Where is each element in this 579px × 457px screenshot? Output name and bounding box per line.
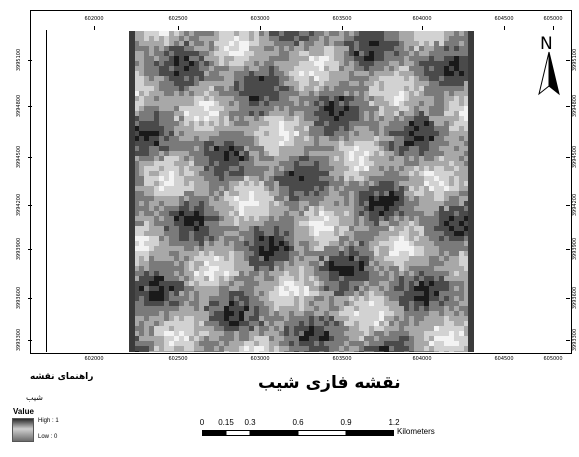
scale-unit: Kilometers xyxy=(397,427,435,436)
scale-bar-label: 0.6 xyxy=(292,418,304,427)
scale-bar-segment xyxy=(249,430,299,436)
scale-bar-label: 0.3 xyxy=(244,418,256,427)
x-tick-label-bottom: 603500 xyxy=(332,356,352,362)
y-tick-label-left: 3994800 xyxy=(16,94,22,118)
legend-title: راهنمای نقشه xyxy=(30,372,94,382)
north-arrow-icon xyxy=(538,51,560,96)
y-tick-label-left: 3993300 xyxy=(16,328,22,352)
slope-fuzzy-raster xyxy=(129,31,474,352)
y-tick-label-right: 3993900 xyxy=(572,237,578,261)
raster-edge xyxy=(129,31,135,352)
x-tick-mark xyxy=(422,26,423,30)
legend-high-label: High : 1 xyxy=(38,418,59,424)
y-tick-mark xyxy=(566,205,570,206)
x-tick-mark xyxy=(260,26,261,30)
y-tick-mark xyxy=(28,249,32,250)
x-tick-label-top: 602500 xyxy=(168,16,188,22)
scale-bar-label: 0.15 xyxy=(218,418,234,427)
x-tick-mark xyxy=(504,26,505,30)
x-tick-label-bottom: 604000 xyxy=(412,356,432,362)
y-tick-label-right: 3994500 xyxy=(572,145,578,169)
y-tick-label-left: 3995100 xyxy=(16,48,22,72)
x-tick-mark xyxy=(178,26,179,30)
data-frame xyxy=(46,30,569,352)
y-tick-mark xyxy=(566,106,570,107)
y-tick-mark xyxy=(28,340,32,341)
x-tick-label-bottom: 602500 xyxy=(168,356,188,362)
legend-low-label: Low : 0 xyxy=(38,434,58,440)
x-tick-label-bottom: 603000 xyxy=(250,356,270,362)
y-tick-label-left: 3993600 xyxy=(16,286,22,310)
y-tick-mark xyxy=(28,60,32,61)
x-tick-label-bottom: 605000 xyxy=(543,356,563,362)
y-tick-mark xyxy=(566,340,570,341)
y-tick-mark xyxy=(566,249,570,250)
x-tick-mark xyxy=(342,26,343,30)
y-tick-mark xyxy=(28,106,32,107)
x-tick-label-top: 604000 xyxy=(412,16,432,22)
scale-bar-segment xyxy=(297,430,347,436)
y-tick-label-left: 3994200 xyxy=(16,193,22,217)
north-label: N xyxy=(540,34,553,54)
scale-bar-segment xyxy=(345,430,394,436)
y-tick-label-right: 3993600 xyxy=(572,286,578,310)
y-tick-label-right: 3994800 xyxy=(572,94,578,118)
y-tick-label-right: 3993300 xyxy=(572,328,578,352)
scale-bar-label: 1.2 xyxy=(388,418,400,427)
x-tick-label-top: 603000 xyxy=(250,16,270,22)
raster-edge xyxy=(468,31,474,352)
y-tick-label-right: 3995100 xyxy=(572,48,578,72)
x-tick-mark xyxy=(553,26,554,30)
scale-bar-segment xyxy=(202,430,227,436)
scale-bar xyxy=(202,430,394,436)
y-tick-mark xyxy=(566,60,570,61)
x-tick-label-top: 603500 xyxy=(332,16,352,22)
legend-layer-name: شیب xyxy=(26,393,43,402)
x-tick-label-bottom: 604500 xyxy=(494,356,514,362)
x-tick-label-top: 605000 xyxy=(543,16,563,22)
y-tick-mark xyxy=(28,298,32,299)
y-tick-label-right: 3994200 xyxy=(572,193,578,217)
y-tick-mark xyxy=(28,157,32,158)
y-tick-label-left: 3994500 xyxy=(16,145,22,169)
legend-value-label: Value xyxy=(13,407,34,416)
y-tick-mark xyxy=(28,205,32,206)
scale-bar-label: 0 xyxy=(199,418,205,427)
x-tick-label-bottom: 602000 xyxy=(84,356,104,362)
legend-color-ramp xyxy=(12,418,34,442)
y-tick-mark xyxy=(566,298,570,299)
x-tick-label-top: 602000 xyxy=(84,16,104,22)
y-tick-label-left: 3993900 xyxy=(16,237,22,261)
y-tick-mark xyxy=(566,157,570,158)
x-tick-label-top: 604500 xyxy=(494,16,514,22)
scale-bar-segment xyxy=(225,430,251,436)
x-tick-mark xyxy=(94,26,95,30)
scale-bar-label: 0.9 xyxy=(340,418,352,427)
map-title: نقشه فازی شیب xyxy=(258,373,401,393)
